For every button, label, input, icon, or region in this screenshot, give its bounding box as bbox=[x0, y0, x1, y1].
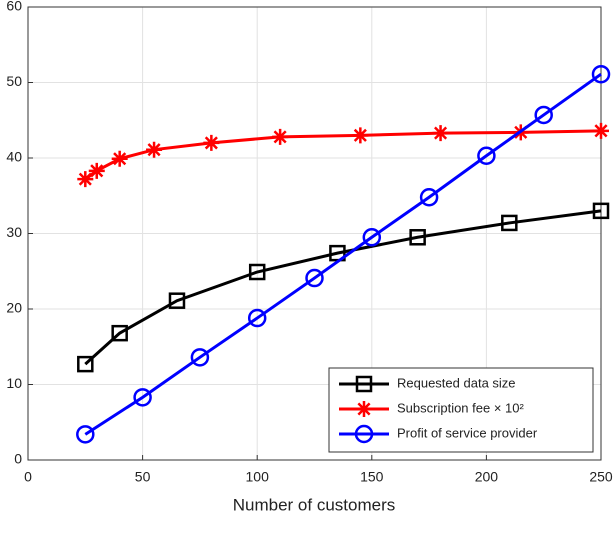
marker bbox=[247, 308, 267, 328]
x-tick-label: 0 bbox=[24, 469, 32, 485]
x-axis-label: Number of customers bbox=[233, 495, 396, 514]
legend-label: Subscription fee × 10² bbox=[397, 400, 524, 415]
plot-frame bbox=[27, 6, 602, 461]
marker bbox=[248, 263, 266, 281]
y-tick-label: 50 bbox=[6, 73, 22, 89]
y-tick-label: 0 bbox=[14, 451, 22, 467]
marker bbox=[591, 64, 611, 84]
legend: Requested data size Subscription fee × 10… bbox=[328, 367, 594, 453]
marker bbox=[477, 146, 496, 165]
marker bbox=[77, 355, 94, 373]
legend-label: Profit of service provider bbox=[397, 425, 538, 440]
marker bbox=[593, 122, 609, 139]
marker bbox=[501, 214, 518, 232]
y-tick-label: 10 bbox=[6, 375, 22, 391]
x-tick-label: 200 bbox=[475, 469, 499, 485]
x-tick-label: 250 bbox=[589, 469, 613, 485]
marker bbox=[592, 202, 610, 220]
series-line bbox=[84, 209, 602, 366]
marker bbox=[362, 228, 382, 247]
legend-label: Requested data size bbox=[397, 375, 516, 390]
marker bbox=[77, 171, 94, 188]
marker bbox=[409, 229, 426, 246]
marker bbox=[111, 150, 128, 167]
marker bbox=[419, 188, 439, 207]
x-tick-label: 50 bbox=[135, 469, 151, 485]
marker bbox=[111, 324, 128, 342]
y-tick-label: 30 bbox=[6, 224, 22, 240]
marker bbox=[203, 134, 220, 151]
marker bbox=[133, 388, 152, 407]
y-tick-label: 40 bbox=[6, 149, 22, 165]
x-tick-label: 150 bbox=[360, 469, 384, 485]
marker bbox=[146, 141, 163, 158]
marker bbox=[190, 348, 210, 367]
marker bbox=[168, 292, 186, 309]
series-line bbox=[84, 72, 602, 436]
marker bbox=[305, 268, 324, 288]
y-tick-label: 60 bbox=[6, 0, 22, 14]
marker bbox=[354, 424, 374, 444]
marker bbox=[432, 125, 449, 142]
marker bbox=[76, 425, 95, 444]
marker bbox=[272, 128, 289, 145]
y-tick-label: 20 bbox=[6, 300, 22, 316]
marker bbox=[352, 127, 369, 144]
series-line bbox=[84, 129, 602, 181]
marker bbox=[88, 162, 105, 179]
marker bbox=[534, 105, 553, 125]
x-tick-label: 100 bbox=[246, 469, 270, 485]
marker bbox=[356, 401, 372, 417]
marker bbox=[355, 375, 373, 393]
